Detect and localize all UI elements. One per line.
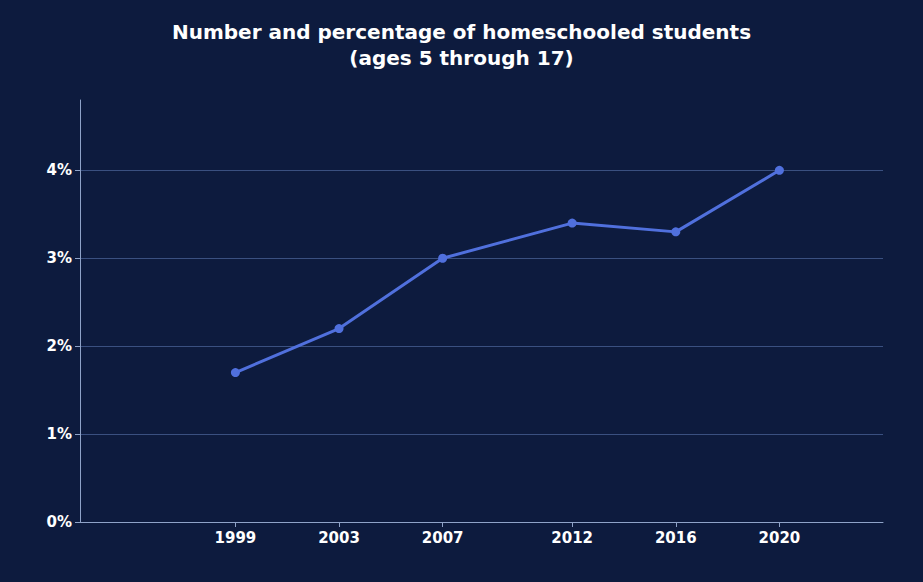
svg-text:1%: 1%: [47, 425, 72, 443]
svg-text:2016: 2016: [655, 529, 697, 547]
svg-text:1999: 1999: [215, 529, 257, 547]
svg-text:4%: 4%: [47, 161, 72, 179]
svg-text:2%: 2%: [47, 337, 72, 355]
svg-text:2020: 2020: [759, 529, 801, 547]
svg-text:0%: 0%: [47, 513, 72, 531]
svg-text:3%: 3%: [47, 249, 72, 267]
svg-text:2003: 2003: [318, 529, 360, 547]
svg-text:Number and percentage of homes: Number and percentage of homeschooled st…: [172, 20, 751, 44]
svg-text:2007: 2007: [422, 529, 464, 547]
svg-text:(ages 5 through 17): (ages 5 through 17): [349, 46, 573, 70]
svg-text:2012: 2012: [551, 529, 593, 547]
